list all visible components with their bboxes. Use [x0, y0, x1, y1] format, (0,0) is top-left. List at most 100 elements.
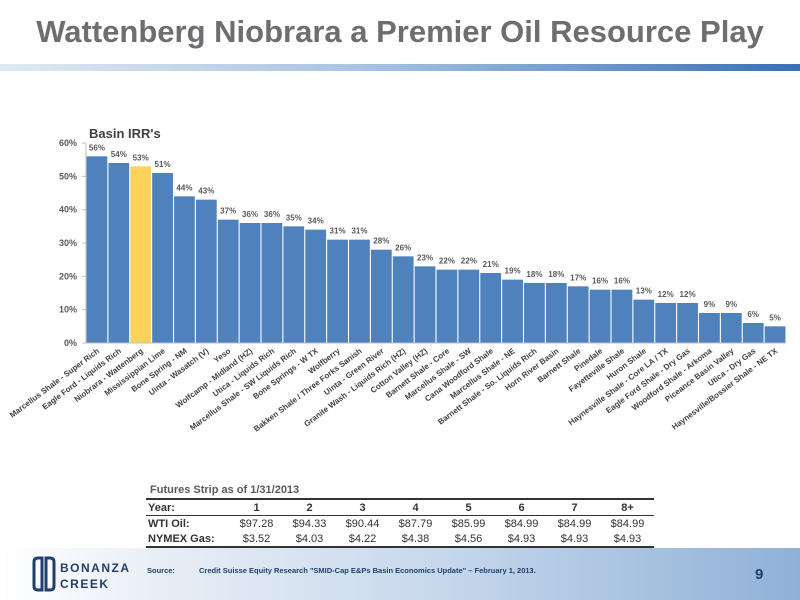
data-label: 19% — [505, 267, 521, 276]
bar — [86, 156, 108, 343]
data-label: 16% — [592, 277, 608, 286]
y-tick-label: 40% — [59, 205, 77, 215]
table-cell: 2 — [283, 498, 336, 516]
y-tick-label: 10% — [59, 305, 77, 315]
source-label: Source: — [147, 566, 175, 575]
bar — [720, 313, 742, 343]
bar — [545, 283, 567, 343]
page-title: Wattenberg Niobrara a Premier Oil Resour… — [36, 14, 764, 49]
data-label: 26% — [395, 243, 411, 252]
basin-irr-chart: Basin IRR's 0% 10% 20% 30% 40% 50% 60% 56% Marcel… — [8, 126, 786, 434]
table-cell: $90.44 — [345, 517, 380, 530]
chart-title: Basin IRR's — [89, 126, 161, 141]
bar — [217, 219, 239, 343]
table-cell: 6 — [495, 498, 548, 516]
bar — [502, 279, 523, 343]
data-label: 6% — [747, 310, 759, 319]
logo-text-line1: BONANZA — [60, 561, 130, 575]
bar — [589, 289, 611, 343]
futures-row: NYMEX Gas: $3.52 $4.03 $4.22 $4.38 $4.56 $4.93… — [146, 531, 654, 548]
table-cell: $4.93 — [601, 531, 654, 548]
table-cell: $84.99 — [504, 517, 539, 530]
table-cell: $4.93 — [548, 531, 601, 548]
footer-band — [0, 548, 800, 600]
data-label: 36% — [264, 210, 280, 219]
data-label: 18% — [526, 270, 542, 279]
data-label: 12% — [680, 290, 696, 299]
futures-row: Year: 1 2 3 4 5 6 7 8+ — [146, 498, 654, 516]
bar — [567, 286, 589, 343]
bar — [261, 223, 283, 343]
data-label: 16% — [614, 277, 630, 286]
data-label: 28% — [373, 237, 389, 246]
bar — [436, 269, 458, 343]
table-cell: $4.93 — [495, 531, 548, 548]
futures-row: WTI Oil: $97.28 $94.33 $90.44 $87.79 $85.99 $8… — [146, 516, 654, 532]
data-label: 13% — [636, 287, 652, 296]
data-label: 22% — [439, 257, 455, 266]
data-label: 54% — [111, 150, 127, 159]
bar — [152, 173, 173, 343]
data-label: 23% — [417, 253, 433, 262]
data-label: 34% — [308, 217, 324, 226]
logo-mark-icon — [32, 556, 56, 592]
data-label: 17% — [570, 273, 586, 282]
y-tick-label: 0% — [64, 338, 77, 348]
bar — [655, 303, 677, 343]
row-label: WTI Oil: — [148, 517, 190, 530]
bar — [524, 283, 545, 343]
bar — [611, 289, 633, 343]
data-label: 31% — [330, 227, 346, 236]
row-label: NYMEX Gas: — [146, 531, 230, 548]
bar — [174, 196, 195, 343]
data-label: 43% — [198, 187, 214, 196]
table-cell: 5 — [442, 498, 495, 516]
bar — [480, 273, 502, 343]
data-label: 35% — [286, 213, 302, 222]
table-cell: $84.99 — [610, 517, 645, 530]
table-cell: $4.56 — [442, 531, 495, 548]
table-cell: $97.28 — [239, 517, 274, 530]
bonanza-creek-logo: BONANZA CREEK — [32, 556, 130, 592]
y-tick-label: 20% — [59, 271, 77, 281]
table-cell: $87.79 — [398, 517, 433, 530]
bar — [677, 303, 698, 343]
y-tick-label: 60% — [59, 138, 77, 148]
source-citation: Source: Credit Suisse Equity Research "SM… — [147, 566, 536, 575]
bar — [283, 226, 305, 343]
bar — [742, 323, 764, 343]
bar — [305, 229, 327, 343]
logo-text-line2: CREEK — [60, 577, 110, 591]
y-tick-label: 50% — [59, 171, 77, 181]
data-label: 9% — [704, 300, 716, 309]
data-label: 18% — [548, 270, 564, 279]
data-label: 53% — [133, 153, 149, 162]
source-text: Credit Suisse Equity Research "SMID-Cap … — [199, 566, 536, 575]
data-label: 21% — [483, 260, 499, 269]
x-tick-label: Marcellus Shale - Super Rich — [8, 346, 101, 419]
data-label: 5% — [769, 313, 781, 322]
bar — [108, 163, 130, 343]
page-number: 9 — [755, 566, 764, 583]
bar — [764, 326, 786, 343]
futures-table: Year: 1 2 3 4 5 6 7 8+ WTI Oil: $97.28 $94.33 $90.44… — [146, 498, 654, 548]
title-divider — [0, 64, 800, 71]
data-label: 56% — [89, 143, 105, 152]
table-cell: $4.22 — [336, 531, 389, 548]
y-tick-label: 30% — [59, 238, 77, 248]
table-cell: $84.99 — [557, 517, 592, 530]
bar — [239, 223, 261, 343]
data-label: 51% — [155, 160, 171, 169]
table-cell: 4 — [389, 498, 442, 516]
table-cell: $94.33 — [292, 517, 327, 530]
bar — [414, 266, 436, 343]
row-label: Year: — [146, 498, 230, 516]
table-cell: 8+ — [601, 498, 654, 516]
futures-strip-table: Futures Strip as of 1/31/2013 Year: 1 2 3 4 5… — [146, 484, 654, 548]
data-label: 12% — [658, 290, 674, 299]
bar — [195, 199, 217, 343]
table-cell: $4.03 — [283, 531, 336, 548]
bar — [327, 239, 348, 343]
table-cell: 1 — [230, 498, 283, 516]
bar — [349, 239, 370, 343]
